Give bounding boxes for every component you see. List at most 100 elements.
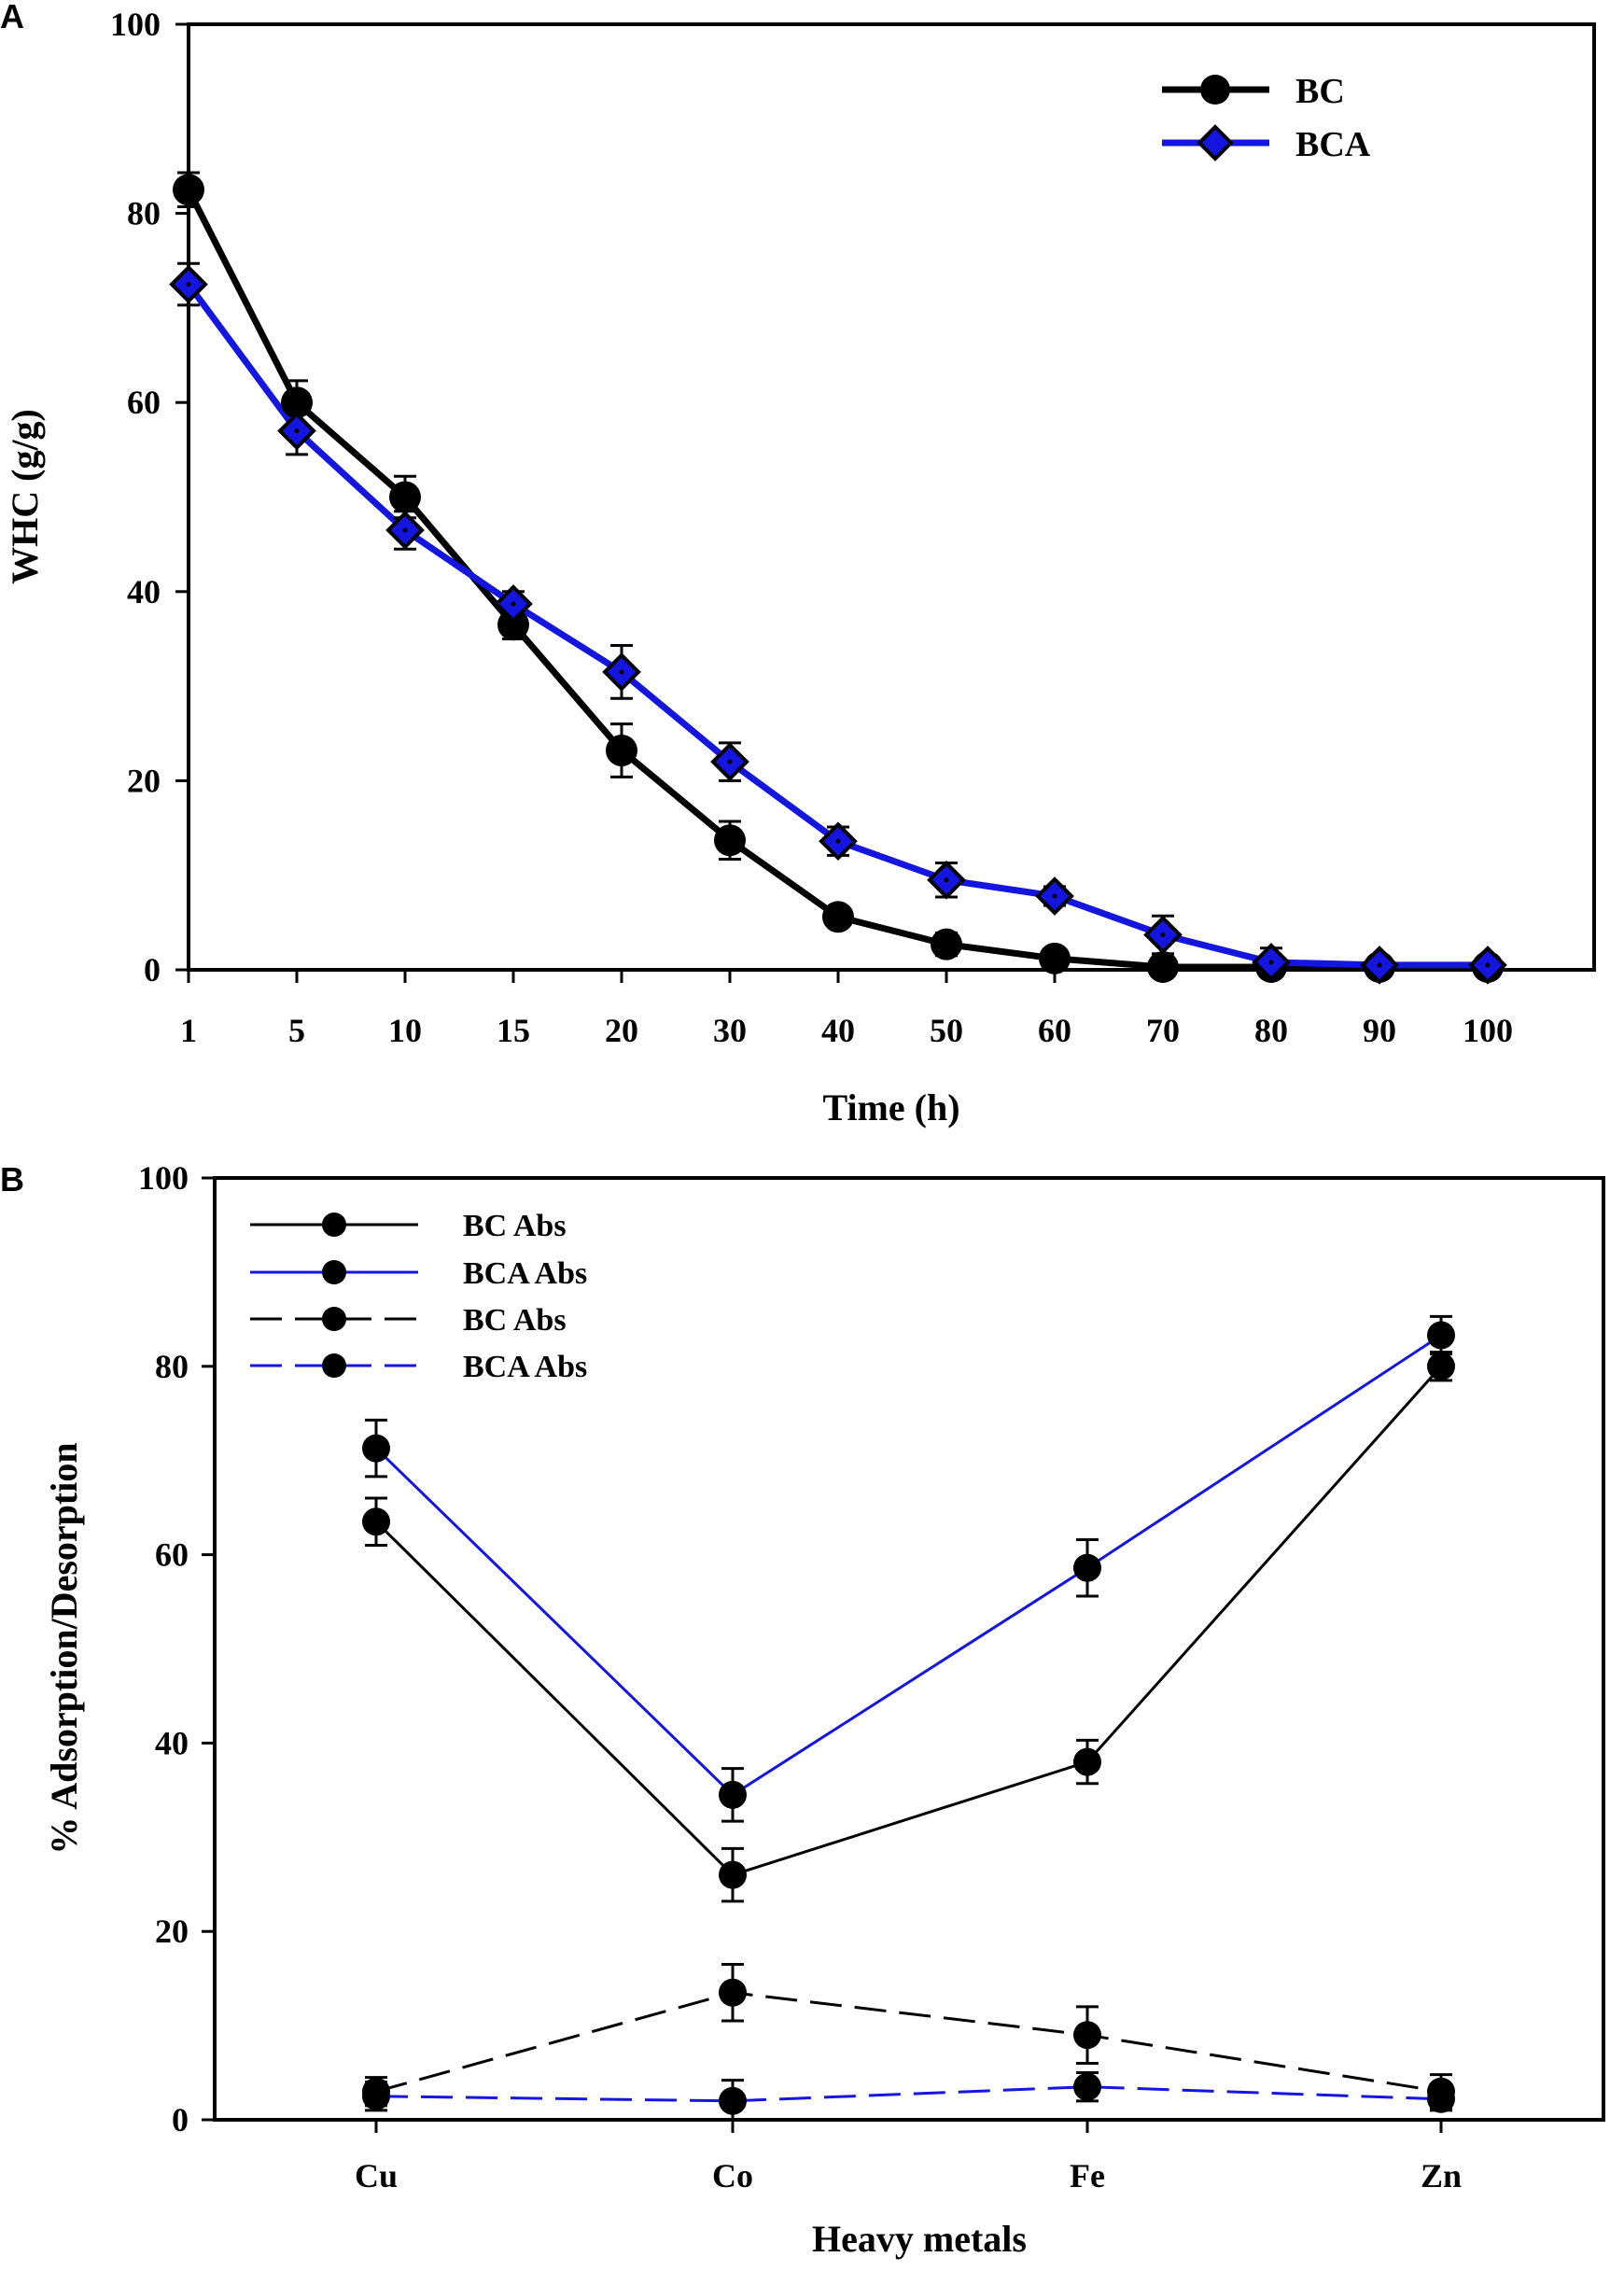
panel-b-x-tick-label: Co xyxy=(712,2157,753,2194)
legend-bc-abs-label: BC Abs xyxy=(463,1209,567,1243)
panel-a-bca-point-center xyxy=(1485,962,1491,968)
panel-b-series-3-point xyxy=(1073,2072,1101,2101)
panel-a-x-tick-label: 15 xyxy=(497,1012,530,1049)
legend-bca-abs-marker xyxy=(322,1260,346,1284)
panel-b-series-1-point xyxy=(719,1780,747,1809)
panel-b-series-2-point xyxy=(1073,2021,1101,2050)
panel-b-y-tick-label: 0 xyxy=(172,2101,189,2138)
panel-a-x-tick-label: 60 xyxy=(1038,1012,1071,1049)
panel-a-bca-point-center xyxy=(1268,960,1274,965)
panel-a-y-tick-label: 60 xyxy=(127,384,161,421)
panel-a-bca-point-center xyxy=(294,428,300,434)
panel-a-y-tick-label: 0 xyxy=(144,951,161,988)
panel-a-bc-point xyxy=(931,928,962,960)
panel-a-y-title: WHC (g/g) xyxy=(4,409,46,584)
panel-a-bca-point-center xyxy=(1052,893,1057,899)
panel-b-y-tick-label: 60 xyxy=(155,1536,189,1574)
legend-bc-abs-dashed-label: BC Abs xyxy=(463,1303,567,1338)
panel-a-bc-point xyxy=(822,901,854,933)
panel-b-series-1-line xyxy=(374,1334,1442,1797)
legend-bc-abs-dashed-marker xyxy=(322,1307,346,1331)
panel-b-y-tick-label: 20 xyxy=(155,1913,189,1950)
panel-b-series-3-point xyxy=(362,2082,390,2110)
panel-a-y-axis: 0 20 40 60 80 100 xyxy=(110,6,189,988)
legend-bc-marker xyxy=(1200,75,1230,105)
panel-b-series-0-point xyxy=(719,1860,747,1889)
panel-a-bc-point xyxy=(714,824,746,857)
panel-a-bca-point-center xyxy=(511,601,516,607)
panel-b-legend: BC Abs BCA Abs BC Abs BCA Abs xyxy=(250,1209,587,1384)
panel-a-bca-point-center xyxy=(1377,962,1382,968)
panel-b-plot-frame xyxy=(213,1176,1605,2122)
panel-b-x-title: Heavy metals xyxy=(812,2218,1027,2260)
panel-a-bc-point xyxy=(281,386,313,419)
panel-b-y-tick-label: 80 xyxy=(155,1348,189,1385)
legend-bca-label: BCA xyxy=(1295,125,1371,164)
panel-a-x-tick-label: 30 xyxy=(713,1012,747,1049)
legend-bca-abs-dashed-label: BCA Abs xyxy=(463,1350,587,1384)
panel-b-series-0-point xyxy=(1427,1352,1455,1381)
panel-a-plot-frame xyxy=(187,22,1596,972)
legend-bca-marker xyxy=(1197,124,1234,161)
panel-b-series-3-point xyxy=(719,2086,747,2115)
panel-b-series-0-line xyxy=(374,1365,1443,1877)
panel-a-letter: A xyxy=(0,0,24,35)
panel-b-letter: B xyxy=(0,1160,24,1199)
legend-bca-abs-dashed-marker xyxy=(322,1353,346,1378)
panel-b-series-3-point xyxy=(1427,2084,1455,2113)
panel-b-x-tick-label: Zn xyxy=(1421,2157,1462,2194)
panel-a-y-tick-label: 100 xyxy=(110,6,161,43)
panel-b-series-2-point xyxy=(719,1978,747,2007)
panel-b-series-0-point xyxy=(1073,1747,1101,1776)
panel-b-x-tick-label: Fe xyxy=(1070,2157,1105,2194)
panel-a-bca-point-center xyxy=(186,282,191,287)
panel-a-x-tick-label: 50 xyxy=(930,1012,963,1049)
panel-a-x-tick-label: 80 xyxy=(1254,1012,1288,1049)
panel-a-bca-point-center xyxy=(727,759,733,764)
panel-a-bca-point-center xyxy=(944,877,949,883)
legend-bca-abs-label: BCA Abs xyxy=(463,1256,587,1291)
panel-b-series-1-point xyxy=(362,1434,390,1463)
panel-b-series-2-line xyxy=(375,1991,1442,2094)
legend-bc-abs-marker xyxy=(322,1213,346,1237)
panel-a-x-tick-label: 40 xyxy=(821,1012,855,1049)
panel-b-x-axis: Cu Co Fe Zn xyxy=(355,2120,1462,2194)
panel-a-y-tick-label: 80 xyxy=(127,195,161,232)
panel-b-series-1-point xyxy=(1073,1553,1101,1582)
panel-a-bca-point-center xyxy=(835,838,841,844)
legend-bc-label: BC xyxy=(1295,72,1345,111)
panel-a-bca-point-center xyxy=(619,669,624,675)
panel-a-bc-point xyxy=(1147,950,1179,983)
panel-a-legend: BC BCA xyxy=(1162,72,1371,164)
panel-a-x-tick-label: 1 xyxy=(180,1012,197,1049)
panel-a-x-tick-label: 20 xyxy=(605,1012,638,1049)
panel-a-x-tick-label: 90 xyxy=(1363,1012,1396,1049)
panel-a-x-tick-label: 10 xyxy=(388,1012,422,1049)
panel-a-bc-point xyxy=(1039,942,1071,974)
panel-b: B 0 20 40 60 80 100 Cu Co Fe Zn Heavy metals % A… xyxy=(0,1159,1605,2260)
panel-a-bc-point xyxy=(173,174,204,206)
panel-b-series-0-point xyxy=(362,1507,390,1536)
panel-a-x-tick-label: 5 xyxy=(288,1012,305,1049)
panel-a-x-title: Time (h) xyxy=(822,1086,959,1128)
panel-a-x-tick-label: 70 xyxy=(1146,1012,1180,1049)
panel-b-series xyxy=(362,1314,1455,2122)
panel-b-series-3-line xyxy=(375,2085,1442,2103)
panel-b-x-tick-label: Cu xyxy=(355,2157,398,2194)
panel-a-x-tick-label: 100 xyxy=(1463,1012,1513,1049)
panel-b-y-title: % Adsorption/Desorption xyxy=(43,1442,85,1854)
panel-b-y-tick-label: 100 xyxy=(138,1159,189,1197)
panel-b-series-1-point xyxy=(1427,1321,1455,1350)
panel-a-x-axis: 1 5 10 15 20 30 40 50 60 70 80 90 100 xyxy=(180,970,1513,1049)
panel-a-y-tick-label: 40 xyxy=(127,573,161,610)
panel-b-y-axis: 0 20 40 60 80 100 xyxy=(138,1159,215,2138)
panel-a-y-tick-label: 20 xyxy=(127,762,161,799)
panel-a-bca-point-center xyxy=(1160,932,1166,938)
panel-b-y-tick-label: 40 xyxy=(155,1724,189,1761)
panel-a-series xyxy=(169,171,1507,985)
panel-a-bca-line xyxy=(186,282,1488,969)
panel-a-bc-point xyxy=(389,481,421,513)
panel-a-bc-point xyxy=(606,734,637,766)
panel-a-bca-point-center xyxy=(402,527,408,533)
